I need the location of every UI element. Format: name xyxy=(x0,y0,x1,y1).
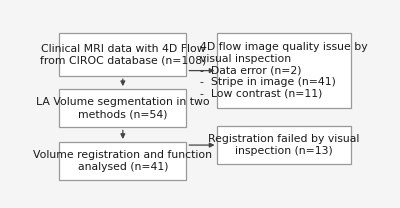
Text: LA Volume segmentation in two
methods (n=54): LA Volume segmentation in two methods (n… xyxy=(36,97,210,119)
Text: Volume registration and function
analysed (n=41): Volume registration and function analyse… xyxy=(33,150,212,172)
Text: Clinical MRI data with 4D Flow
from CIROC database (n=108): Clinical MRI data with 4D Flow from CIRO… xyxy=(40,44,206,65)
Text: 4D flow image quality issue by
visual inspection
-  Data error (n=2)
-  Stripe i: 4D flow image quality issue by visual in… xyxy=(200,42,368,99)
Text: Registration failed by visual
inspection (n=13): Registration failed by visual inspection… xyxy=(208,134,360,156)
FancyBboxPatch shape xyxy=(218,126,351,164)
FancyBboxPatch shape xyxy=(59,33,186,76)
FancyBboxPatch shape xyxy=(59,142,186,180)
FancyBboxPatch shape xyxy=(59,89,186,128)
FancyBboxPatch shape xyxy=(218,33,351,108)
